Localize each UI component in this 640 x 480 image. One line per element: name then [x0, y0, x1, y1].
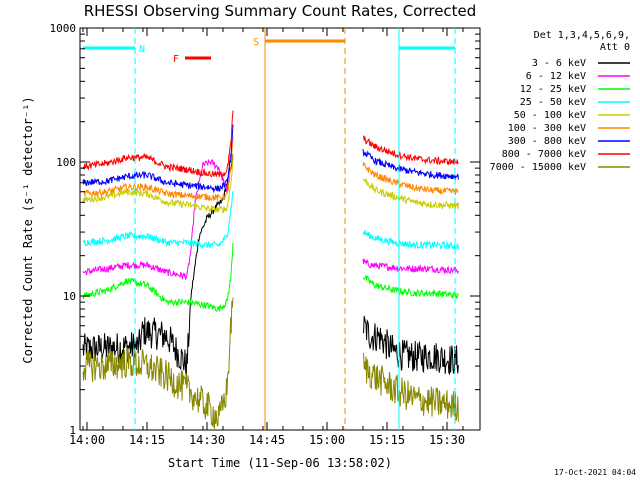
legend-label-3: 25 - 50 keV — [520, 97, 586, 108]
flag-label-1: F — [173, 54, 179, 65]
x-tick-label-1: 14:15 — [129, 433, 165, 447]
x-tick-label-6: 15:30 — [429, 433, 465, 447]
legend-label-2: 12 - 25 keV — [520, 84, 586, 95]
legend-header-0: Det 1,3,4,5,6,9, — [534, 30, 630, 41]
legend-label-8: 7000 - 15000 keV — [490, 162, 586, 173]
x-axis-label: Start Time (11-Sep-06 13:58:02) — [168, 456, 392, 470]
plot-frame — [79, 27, 481, 431]
legend-header-1: Att 0 — [600, 42, 630, 53]
series-line-5-1 — [362, 162, 459, 195]
legend-label-1: 6 - 12 keV — [526, 71, 586, 82]
series-line-1-0 — [82, 153, 232, 281]
series-line-6-0 — [82, 124, 234, 194]
plot-area: N F S 1 10 100 1000 14:00 14:15 14:30 14:45 15:00 15… — [50, 22, 481, 447]
x-tick-label-2: 14:30 — [189, 433, 225, 447]
series-line-1-1 — [362, 257, 459, 275]
legend-label-5: 100 - 300 keV — [508, 123, 586, 134]
chart-title: RHESSI Observing Summary Count Rates, Co… — [84, 2, 477, 20]
legend-label-6: 300 - 800 keV — [508, 136, 586, 147]
series-line-8-0 — [82, 297, 234, 429]
y-tick-label-3: 1000 — [50, 22, 77, 35]
legend: Det 1,3,4,5,6,9,Att 0 3 - 6 keV 6 - 12 keV… — [490, 30, 630, 173]
series-line-0-0 — [82, 154, 234, 378]
series-line-4-1 — [362, 177, 459, 210]
series-line-5-0 — [82, 136, 234, 202]
series-line-2-0 — [82, 242, 234, 312]
series-line-3-1 — [362, 230, 459, 250]
y-axis-label: Corrected Count Rate (s⁻¹ detector⁻¹) — [21, 96, 35, 363]
series-line-3-0 — [82, 190, 234, 250]
series-line-7-1 — [362, 135, 459, 166]
x-tick-label-4: 15:00 — [309, 433, 345, 447]
legend-label-0: 3 - 6 keV — [532, 58, 586, 69]
y-tick-label-0: 1 — [69, 424, 76, 437]
footer-date: 17-Oct-2021 04:04 — [554, 468, 636, 477]
legend-label-7: 800 - 7000 keV — [502, 149, 586, 160]
series-line-8-1 — [362, 352, 459, 422]
x-tick-label-5: 15:15 — [369, 433, 405, 447]
x-tick-label-3: 14:45 — [249, 433, 285, 447]
series-line-6-1 — [362, 148, 459, 180]
flag-label-0: N — [139, 44, 145, 55]
x-tick-label-0: 14:00 — [69, 433, 105, 447]
y-tick-label-1: 10 — [63, 290, 76, 303]
series-line-0-1 — [362, 315, 459, 376]
y-tick-label-2: 100 — [56, 156, 76, 169]
flag-label-2: S — [253, 37, 259, 48]
series-line-4-0 — [82, 154, 234, 213]
legend-label-4: 50 - 100 keV — [514, 110, 586, 121]
series-line-2-1 — [362, 275, 459, 299]
series-line-7-0 — [82, 110, 234, 179]
